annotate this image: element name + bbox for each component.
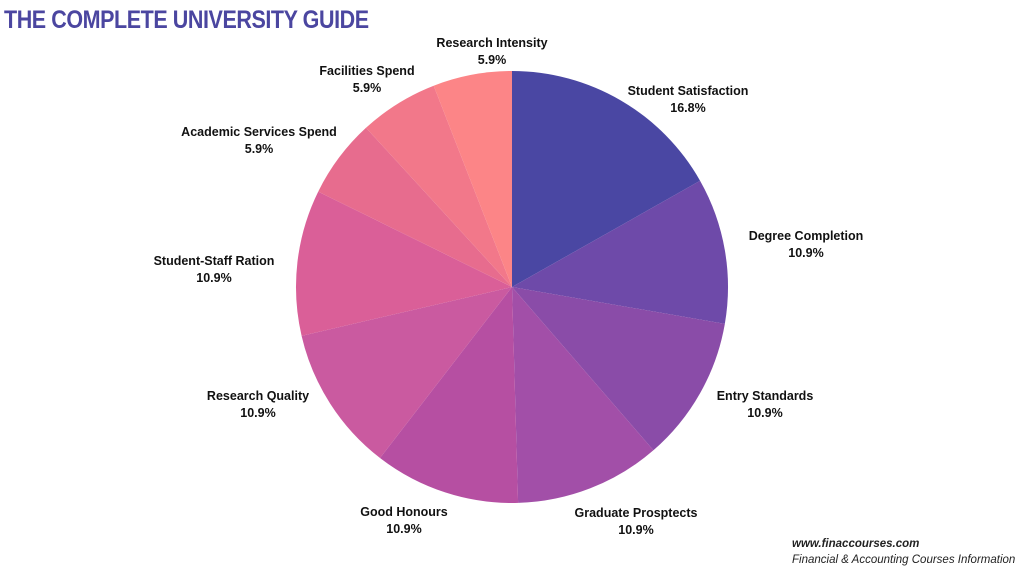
footer-tagline: Financial & Accounting Courses Informati… bbox=[792, 554, 1016, 566]
pie-slice bbox=[295, 191, 512, 336]
slice-label-name: Academic Services Spend bbox=[181, 125, 337, 139]
slice-label-value: 16.8% bbox=[670, 101, 706, 115]
pie-slice bbox=[366, 85, 512, 287]
footer-url: www.finaccourses.com bbox=[792, 538, 920, 550]
pie-slice bbox=[301, 287, 512, 459]
pie-slice bbox=[433, 71, 512, 287]
slice-label-name: Student Satisfaction bbox=[627, 84, 749, 98]
slice-label: Graduate Prosptects 10.9% bbox=[575, 505, 698, 539]
slice-label-name: Good Honours bbox=[360, 505, 448, 519]
slice-label-name: Student-Staff Ration bbox=[153, 254, 275, 268]
pie-slice bbox=[512, 287, 654, 503]
slice-label-name: Research Quality bbox=[206, 389, 310, 403]
slice-label-value: 10.9% bbox=[386, 522, 422, 536]
pie-slice bbox=[380, 287, 519, 503]
slice-label: Degree Completion 10.9% bbox=[749, 228, 864, 262]
slice-label-value: 10.9% bbox=[618, 523, 654, 537]
slice-label-value: 10.9% bbox=[196, 271, 232, 285]
pie-slice bbox=[512, 71, 701, 287]
footer: www.finaccourses.com Financial & Account… bbox=[792, 536, 1015, 568]
slice-label-name: Graduate Prosptects bbox=[574, 506, 698, 520]
pie-slice bbox=[512, 287, 725, 451]
slice-label: Good Honours 10.9% bbox=[360, 504, 448, 538]
slice-label: Student Satisfaction 16.8% bbox=[628, 83, 749, 117]
chart-title: THE COMPLETE UNIVERSITY GUIDE bbox=[4, 6, 369, 34]
slice-label-name: Entry Standards bbox=[716, 389, 814, 403]
pie-slice bbox=[318, 127, 512, 287]
slice-label: Student-Staff Ration 10.9% bbox=[154, 253, 275, 287]
slice-label-value: 10.9% bbox=[788, 246, 824, 260]
slice-label-value: 10.9% bbox=[240, 406, 276, 420]
slice-label-value: 5.9% bbox=[244, 142, 274, 156]
slice-label-value: 5.9% bbox=[477, 53, 507, 67]
slice-label-value: 5.9% bbox=[352, 81, 382, 95]
slice-label: Research Quality 10.9% bbox=[207, 388, 309, 422]
slice-label: Facilities Spend 5.9% bbox=[319, 63, 414, 97]
pie-slice bbox=[512, 180, 728, 324]
slice-label-name: Facilities Spend bbox=[319, 64, 415, 78]
slice-label: Entry Standards 10.9% bbox=[717, 388, 814, 422]
slice-label-name: Research Intensity bbox=[436, 36, 548, 50]
slice-label: Research Intensity 5.9% bbox=[436, 35, 547, 69]
slice-label-value: 10.9% bbox=[747, 406, 783, 420]
slice-label-name: Degree Completion bbox=[748, 229, 864, 243]
slice-label: Academic Services Spend 5.9% bbox=[181, 124, 337, 158]
